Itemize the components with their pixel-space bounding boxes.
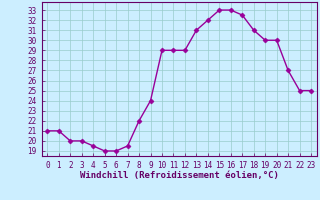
X-axis label: Windchill (Refroidissement éolien,°C): Windchill (Refroidissement éolien,°C)	[80, 171, 279, 180]
